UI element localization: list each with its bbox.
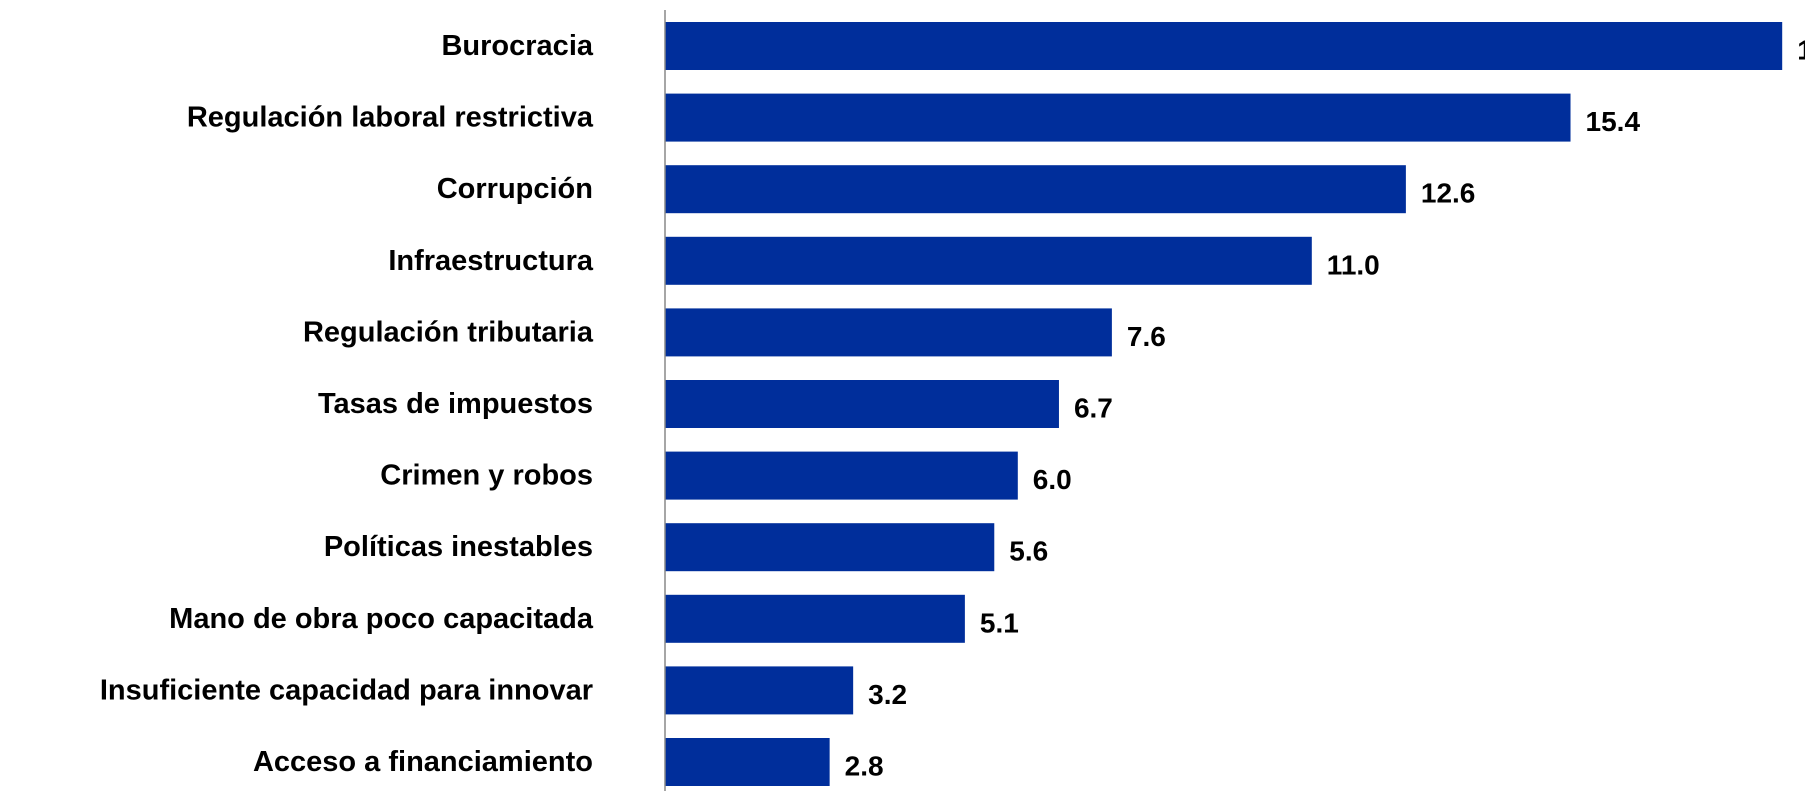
value-label: 12.6 — [1421, 178, 1476, 209]
value-label: 2.8 — [845, 751, 884, 782]
value-label: 6.7 — [1074, 393, 1113, 424]
bar — [665, 236, 1312, 285]
category-label: Políticas inestables — [324, 531, 593, 563]
category-label: Burocracia — [441, 30, 593, 62]
category-label: Tasas de impuestos — [318, 388, 593, 420]
value-label: 15.4 — [1586, 106, 1641, 137]
bar — [665, 22, 1783, 70]
bar — [665, 451, 1018, 500]
value-label: 7.6 — [1127, 321, 1166, 352]
category-label: Crimen y robos — [380, 460, 593, 492]
bar — [665, 380, 1059, 428]
bar — [665, 594, 965, 643]
bar — [665, 308, 1112, 357]
value-label: 5.6 — [1009, 536, 1048, 567]
bar — [665, 93, 1571, 142]
bar — [665, 165, 1406, 214]
category-label: Regulación tributaria — [303, 316, 594, 348]
category-labels-group: Burocracia Regulación laboral restrictiva… — [100, 30, 594, 778]
category-label: Insuficiente capacidad para innovar — [100, 674, 593, 706]
category-label: Acceso a financiamiento — [253, 746, 593, 778]
value-label: 3.2 — [868, 679, 907, 710]
value-label: 11.0 — [1327, 249, 1380, 280]
value-label: 19.0 — [1797, 35, 1805, 66]
category-label: Mano de obra poco capacitada — [169, 603, 594, 635]
bar — [665, 666, 854, 715]
bar — [665, 523, 995, 572]
bars-group — [665, 22, 1783, 786]
value-label: 6.0 — [1033, 464, 1072, 495]
category-label: Infraestructura — [388, 245, 594, 277]
category-label: Corrupción — [437, 173, 593, 205]
bar — [665, 738, 830, 786]
category-label: Regulación laboral restrictiva — [187, 102, 594, 134]
value-label: 5.1 — [980, 607, 1019, 638]
value-labels-group: 19.0 15.4 12.6 11.0 7.6 6.7 6.0 5.6 5.1 3.2 2.8 — [845, 35, 1805, 782]
